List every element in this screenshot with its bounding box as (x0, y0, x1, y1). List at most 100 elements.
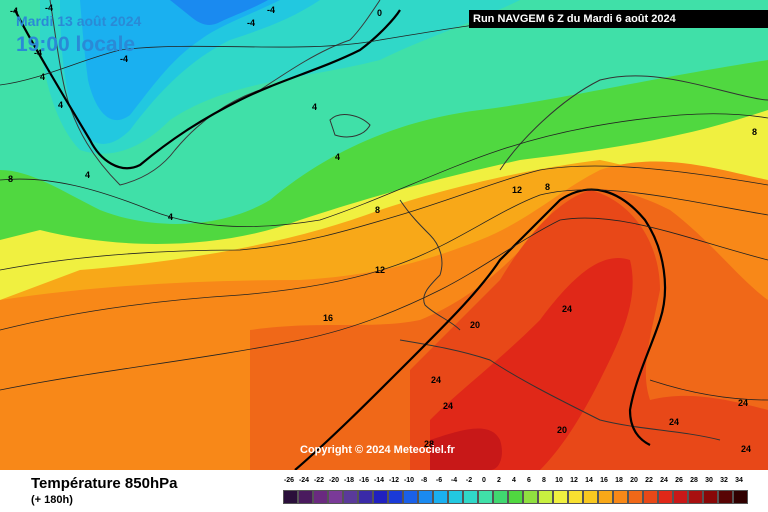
legend-swatch (433, 490, 448, 504)
forecast-time: 19:00 locale (16, 33, 136, 56)
parameter-title: Température 850hPa (31, 475, 178, 492)
legend-swatch (448, 490, 463, 504)
legend-swatch (583, 490, 598, 504)
lead-time: (+ 180h) (31, 494, 73, 506)
contour-label: 4 (168, 212, 173, 222)
legend-swatch (718, 490, 733, 504)
legend-swatch (628, 490, 643, 504)
contour-label: 4 (58, 100, 63, 110)
contour-label: 4 (312, 102, 317, 112)
model-run-banner: Run NAVGEM 6 Z du Mardi 6 août 2024 (469, 10, 768, 28)
isotherm-12 (0, 189, 768, 331)
blue-field (80, 0, 280, 121)
hot-core (430, 428, 502, 470)
legend-swatch (673, 490, 688, 504)
contour-label: 8 (8, 174, 13, 184)
legend-swatch (568, 490, 583, 504)
isotherm-20 (294, 188, 667, 470)
legend-swatch (298, 490, 313, 504)
legend-swatches (283, 490, 748, 504)
contour-label: -4 (45, 3, 53, 13)
contour-label: 8 (375, 205, 380, 215)
contour-label: 4 (85, 170, 90, 180)
contour-label: 24 (741, 444, 751, 454)
legend-label: 30 (705, 477, 713, 484)
contour-label: 0 (377, 8, 382, 18)
contour-label: 24 (738, 398, 748, 408)
isotherm-0 (14, 9, 401, 170)
contour-label: -4 (10, 6, 18, 16)
legend-label: -22 (313, 477, 325, 484)
legend-swatch (658, 490, 673, 504)
legend-swatch (598, 490, 613, 504)
legend-swatch (643, 490, 658, 504)
legend-label: 16 (600, 477, 608, 484)
legend-label: 18 (615, 477, 623, 484)
deep-blue-field (170, 0, 268, 25)
legend-swatch (328, 490, 343, 504)
legend-swatch (553, 490, 568, 504)
legend-swatch (613, 490, 628, 504)
legend-label: 20 (630, 477, 638, 484)
legend-label: 10 (555, 477, 563, 484)
legend-label: 14 (585, 477, 593, 484)
contour-label: 24 (562, 304, 572, 314)
legend-label: -6 (435, 477, 443, 484)
legend-swatch (703, 490, 718, 504)
isotherm-minus4 (0, 14, 561, 86)
contour-label: -4 (267, 5, 275, 15)
legend-swatch (523, 490, 538, 504)
color-scale-legend: -26 -24 -22 -20 -18 -16 -14 -12 -10 -8 -6 -4 -2 0 2 4 6 8… (283, 477, 751, 509)
legend-label: 24 (660, 477, 668, 484)
legend-labels: -26 -24 -22 -20 -18 -16 -14 -12 -10 -8 -6 -4 -2 0 2 4 6 8… (283, 477, 751, 488)
deep-red-field (430, 258, 633, 470)
legend-label: 8 (542, 477, 546, 484)
legend-label: 34 (735, 477, 743, 484)
legend-label: 12 (570, 477, 578, 484)
legend-label: -14 (373, 477, 385, 484)
legend-label: -10 (403, 477, 415, 484)
contour-label: 24 (431, 375, 441, 385)
legend-label: 28 (690, 477, 698, 484)
contour-label: 4 (335, 152, 340, 162)
legend-swatch (463, 490, 478, 504)
contour-label: 20 (557, 425, 567, 435)
legend-label: -20 (328, 477, 340, 484)
contour-label: 12 (512, 185, 522, 195)
legend-label: -18 (343, 477, 355, 484)
greenland-coast (49, 0, 381, 186)
legend-label: 4 (512, 477, 516, 484)
temperature-map: -4 -4 -4 -4 -4 0 -4 4 4 4 4 4 4 8 8 8 8 … (0, 0, 768, 470)
contour-label: 8 (752, 127, 757, 137)
mediterranean-coast (399, 339, 721, 441)
contour-label: 16 (323, 313, 333, 323)
contour-label: 20 (470, 320, 480, 330)
contour-label: 24 (443, 401, 453, 411)
isotherm-4 (0, 113, 768, 227)
contour-label: 24 (669, 417, 679, 427)
contour-label: -4 (120, 54, 128, 64)
legend-swatch (388, 490, 403, 504)
legend-swatch (343, 490, 358, 504)
west-europe-coast (399, 199, 461, 331)
legend-swatch (283, 490, 298, 504)
legend-swatch (313, 490, 328, 504)
legend-swatch (538, 490, 553, 504)
isotherm-24-east (649, 379, 768, 401)
legend-label: -4 (450, 477, 458, 484)
iceland-coast (329, 114, 371, 138)
legend-label: 32 (720, 477, 728, 484)
legend-swatch (403, 490, 418, 504)
footer-bar: Température 850hPa (+ 180h) -26 -24 -22 -20… (0, 470, 768, 512)
contour-label: -4 (247, 18, 255, 28)
contour-label: -4 (34, 48, 42, 58)
legend-swatch (478, 490, 493, 504)
legend-swatch (493, 490, 508, 504)
legend-label: 26 (675, 477, 683, 484)
legend-label: 22 (645, 477, 653, 484)
legend-swatch (508, 490, 523, 504)
legend-label: -24 (298, 477, 310, 484)
legend-swatch (688, 490, 703, 504)
legend-swatch (733, 490, 748, 504)
legend-label: 6 (527, 477, 531, 484)
